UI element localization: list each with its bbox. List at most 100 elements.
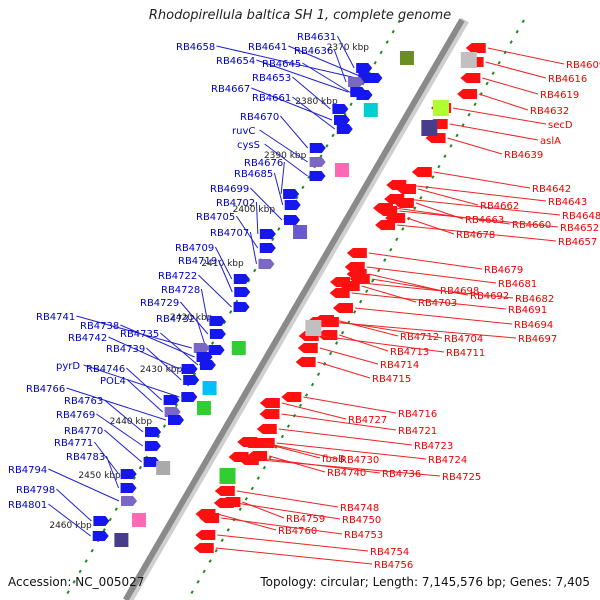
gene-label-forward: RB4641 bbox=[248, 42, 287, 53]
gene-label-reverse: RB4643 bbox=[548, 197, 587, 208]
gene-connector-reverse bbox=[452, 107, 547, 125]
gene-block-forward bbox=[209, 316, 226, 326]
feature-block bbox=[432, 100, 449, 116]
gene-connector-forward bbox=[198, 274, 232, 308]
gene-block-reverse bbox=[214, 486, 235, 496]
gene-connector-reverse bbox=[320, 335, 445, 353]
gene-connector-reverse bbox=[361, 285, 417, 303]
feature-block bbox=[421, 120, 438, 136]
feature-block bbox=[219, 468, 236, 484]
gene-block-forward bbox=[234, 287, 251, 297]
gene-block-reverse bbox=[220, 497, 241, 507]
gene-block-forward bbox=[334, 115, 350, 125]
gene-label-forward: RB4676 bbox=[244, 158, 283, 169]
gene-block-forward bbox=[183, 375, 200, 385]
gene-connector-reverse bbox=[406, 198, 561, 216]
gene-block-forward bbox=[259, 229, 276, 239]
gene-label-reverse: RB4660 bbox=[512, 220, 551, 231]
gene-label-forward: RB4653 bbox=[252, 73, 291, 84]
gene-connector-reverse bbox=[399, 210, 559, 228]
gene-block-forward bbox=[199, 360, 216, 370]
gene-connector-forward bbox=[104, 399, 144, 433]
gene-connector-reverse bbox=[487, 47, 565, 65]
gene-block-reverse bbox=[318, 317, 339, 327]
feature-block bbox=[460, 52, 477, 68]
gene-label-reverse: RB4716 bbox=[398, 409, 437, 420]
gene-label-reverse: RB4632 bbox=[530, 106, 569, 117]
gene-label-reverse: RB4715 bbox=[372, 374, 411, 385]
gene-block-forward bbox=[163, 395, 180, 405]
gene-block-forward bbox=[145, 427, 162, 437]
gene-connector-reverse bbox=[317, 361, 371, 379]
gene-connector-reverse bbox=[221, 517, 343, 535]
gene-label-forward: RB4709 bbox=[175, 243, 214, 254]
feature-block bbox=[156, 461, 171, 475]
gene-block-reverse bbox=[242, 438, 263, 448]
gene-block-forward bbox=[181, 392, 198, 402]
gene-connector-reverse bbox=[236, 490, 339, 508]
gene-label-forward: RB4631 bbox=[297, 32, 336, 43]
gene-block-forward bbox=[193, 343, 210, 353]
position-label: 2400 kbp bbox=[233, 205, 276, 215]
gene-label-reverse: RB4703 bbox=[418, 298, 457, 309]
gene-label-reverse: RB4756 bbox=[374, 560, 413, 571]
position-label: 2460 kbp bbox=[49, 521, 92, 531]
gene-connector-reverse bbox=[340, 321, 443, 339]
gene-connector-reverse bbox=[397, 224, 557, 242]
position-label: 2420 kbp bbox=[170, 313, 213, 323]
gene-label-reverse: RB4727 bbox=[348, 415, 387, 426]
gene-label-reverse: RB4754 bbox=[370, 547, 409, 558]
gene-block-reverse bbox=[393, 198, 414, 208]
gene-connector-forward bbox=[256, 59, 349, 93]
gene-connector-forward bbox=[56, 488, 92, 522]
position-label: 2370 kbp bbox=[327, 43, 370, 53]
gene-label-forward: RB4728 bbox=[161, 285, 200, 296]
gene-connector-forward bbox=[146, 347, 182, 381]
gene-connector-forward bbox=[214, 246, 233, 280]
gene-block-forward bbox=[168, 415, 184, 425]
gene-label-reverse: RB4711 bbox=[446, 348, 485, 359]
topology-text: Topology: circular; Length: 7,145,576 bp… bbox=[260, 575, 590, 589]
gene-label-forward: RB4738 bbox=[80, 321, 119, 332]
gene-block-forward bbox=[284, 215, 300, 225]
gene-label-reverse: RB4759 bbox=[286, 514, 325, 525]
gene-connector-forward bbox=[160, 332, 199, 366]
gene-label-forward: RB4763 bbox=[64, 396, 103, 407]
gene-block-forward bbox=[208, 345, 225, 355]
gene-connector-forward bbox=[280, 161, 285, 195]
position-label: 2430 kbp bbox=[140, 365, 183, 375]
gene-connector-forward bbox=[259, 129, 308, 163]
gene-label-forward: RB4654 bbox=[216, 56, 255, 67]
gene-connector-forward bbox=[104, 429, 142, 463]
feature-block bbox=[293, 225, 308, 239]
gene-connector-forward bbox=[288, 45, 365, 79]
gene-block-reverse bbox=[346, 248, 367, 258]
gene-connector-reverse bbox=[281, 413, 397, 431]
gene-label-reverse: RB4619 bbox=[540, 90, 579, 101]
gene-connector-forward bbox=[48, 503, 92, 537]
gene-label-forward: RB4735 bbox=[120, 329, 159, 340]
gene-block-forward bbox=[233, 274, 250, 284]
gene-label-forward: RB4702 bbox=[216, 198, 255, 209]
gene-label-forward: RB4771 bbox=[54, 438, 93, 449]
gene-connector-forward bbox=[250, 187, 283, 221]
gene-block-reverse bbox=[460, 73, 481, 83]
gene-connector-forward bbox=[126, 367, 162, 401]
gene-connector-forward bbox=[255, 201, 259, 235]
gene-block-forward bbox=[258, 259, 275, 269]
gene-connector-reverse bbox=[478, 93, 529, 111]
gene-label-reverse: RB4678 bbox=[456, 230, 495, 241]
gene-label-forward: RB4766 bbox=[26, 384, 65, 395]
gene-label-reverse: secD bbox=[548, 120, 573, 131]
gene-block-reverse bbox=[295, 357, 316, 367]
gene-label-reverse: RB4748 bbox=[340, 503, 379, 514]
gene-label-reverse: RB4679 bbox=[484, 265, 523, 276]
gene-label-forward: RB4707 bbox=[210, 228, 249, 239]
gene-block-reverse bbox=[193, 543, 214, 553]
gene-block-reverse bbox=[195, 530, 216, 540]
gene-label-forward: RB4645 bbox=[262, 59, 301, 70]
gene-block-forward bbox=[356, 90, 373, 100]
gene-connector-reverse bbox=[339, 334, 389, 352]
